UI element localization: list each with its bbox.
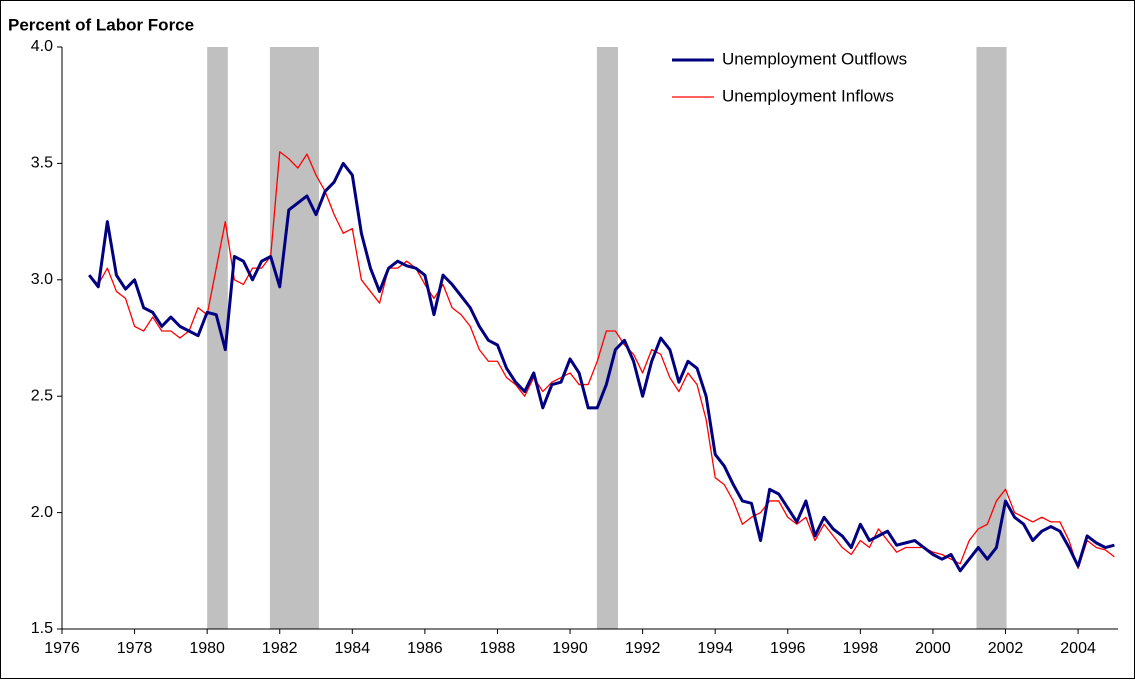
- x-tick-label: 2004: [1060, 640, 1096, 657]
- shaded-period: [976, 47, 1007, 629]
- y-tick-label: 3.5: [31, 155, 53, 172]
- lines-layer: [88, 151, 1115, 573]
- x-tick-label: 2002: [988, 640, 1024, 657]
- series-line: [88, 161, 1115, 573]
- axes-layer: 1.5 2.0 2.5 3.0 3.5 4.0 1976 1978 1980 1982 1984 19…: [31, 38, 1118, 657]
- x-tick-label: 1996: [770, 640, 806, 657]
- x-tick-label: 1992: [625, 640, 661, 657]
- x-tick-label: 1998: [843, 640, 879, 657]
- y-axis-label: Percent of Labor Force: [8, 15, 194, 34]
- legend-label: Unemployment Inflows: [722, 86, 894, 105]
- shaded-period: [596, 47, 618, 629]
- shading-layer: [207, 47, 1007, 629]
- y-tick-label: 2.0: [31, 504, 53, 521]
- x-tick-label: 1982: [262, 640, 298, 657]
- x-tick-label: 1978: [117, 640, 153, 657]
- x-tick-label: 1980: [189, 640, 225, 657]
- x-tick-label: 1986: [407, 640, 443, 657]
- x-tick-label: 1976: [44, 640, 80, 657]
- y-tick-label: 4.0: [31, 38, 53, 55]
- series-line: [88, 151, 1115, 570]
- x-tick-label: 1994: [697, 640, 733, 657]
- x-tick-label: 2000: [915, 640, 951, 657]
- x-tick-label: 1990: [552, 640, 588, 657]
- y-tick-label: 2.5: [31, 387, 53, 404]
- y-tick-label: 3.0: [31, 271, 53, 288]
- y-tick-label: 1.5: [31, 620, 53, 637]
- x-tick-label: 1988: [480, 640, 516, 657]
- x-tick-label: 1984: [335, 640, 371, 657]
- shaded-period: [269, 47, 319, 629]
- shaded-period: [207, 47, 228, 629]
- legend-label: Unemployment Outflows: [722, 49, 907, 68]
